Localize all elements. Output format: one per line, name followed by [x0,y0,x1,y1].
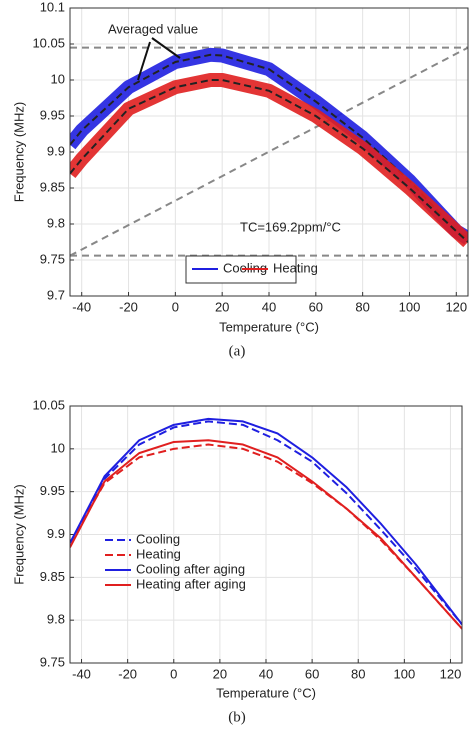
average-line [70,79,468,243]
series-line [70,439,462,630]
y-tick-label: 9.95 [40,483,65,498]
x-tick-label: 100 [394,666,416,681]
x-tick-label: 60 [305,666,319,681]
x-tick-label: 40 [259,666,273,681]
caption: (a) [229,343,246,359]
x-axis-label: Temperature (°C) [219,319,319,334]
y-tick-label: 10.05 [32,397,65,412]
y-tick-label: 10 [51,440,65,455]
x-tick-label: -40 [72,299,91,314]
y-tick-label: 9.8 [47,215,65,230]
y-axis-label: Frequency (MHz) [11,484,26,584]
plot-area [70,417,462,630]
y-tick-label: 9.95 [40,107,65,122]
x-tick-label: -20 [118,666,137,681]
x-tick-label: 120 [445,299,467,314]
x-tick-label: -40 [72,666,91,681]
annotation-arrow [137,41,151,81]
x-tick-label: 80 [355,299,369,314]
y-tick-label: 9.75 [40,654,65,669]
series-line [70,417,462,626]
x-tick-label: 80 [351,666,365,681]
legend-label: Cooling [136,531,180,546]
plot-frame [69,405,463,664]
y-axis-label: Frequency (MHz) [11,102,26,202]
y-tick-label: 10.1 [40,0,65,14]
legend-label: Heating after aging [136,576,246,591]
y-tick-label: 9.9 [47,143,65,158]
y-tick-label: 9.85 [40,569,65,584]
x-tick-label: 60 [309,299,323,314]
y-tick-label: 9.8 [47,612,65,627]
legend-label: Cooling after aging [136,561,245,576]
y-tick-label: 9.85 [40,179,65,194]
y-tick-label: 9.75 [40,251,65,266]
x-tick-label: 20 [213,666,227,681]
annotation: Averaged value [108,21,198,36]
x-tick-label: 20 [215,299,229,314]
x-tick-label: 40 [262,299,276,314]
y-tick-label: 10.05 [32,35,65,50]
x-tick-label: 120 [440,666,462,681]
legend-label: Heating [273,260,318,275]
annotation-arrow [151,37,181,59]
y-tick-label: 9.7 [47,287,65,302]
x-tick-label: 0 [170,666,177,681]
y-tick-label: 9.9 [47,526,65,541]
caption: (b) [228,709,246,725]
plot-frame [69,7,469,297]
legend-label: Cooling [223,260,267,275]
y-tick-label: 10 [51,71,65,86]
reference-line [70,46,468,257]
x-axis-label: Temperature (°C) [216,685,316,700]
legend-label: Heating [136,546,181,561]
plot-area [70,46,468,257]
x-tick-label: 0 [172,299,179,314]
x-tick-label: -20 [119,299,138,314]
series-line [70,420,462,626]
x-tick-label: 100 [399,299,421,314]
annotation: TC=169.2ppm/°C [240,219,341,234]
